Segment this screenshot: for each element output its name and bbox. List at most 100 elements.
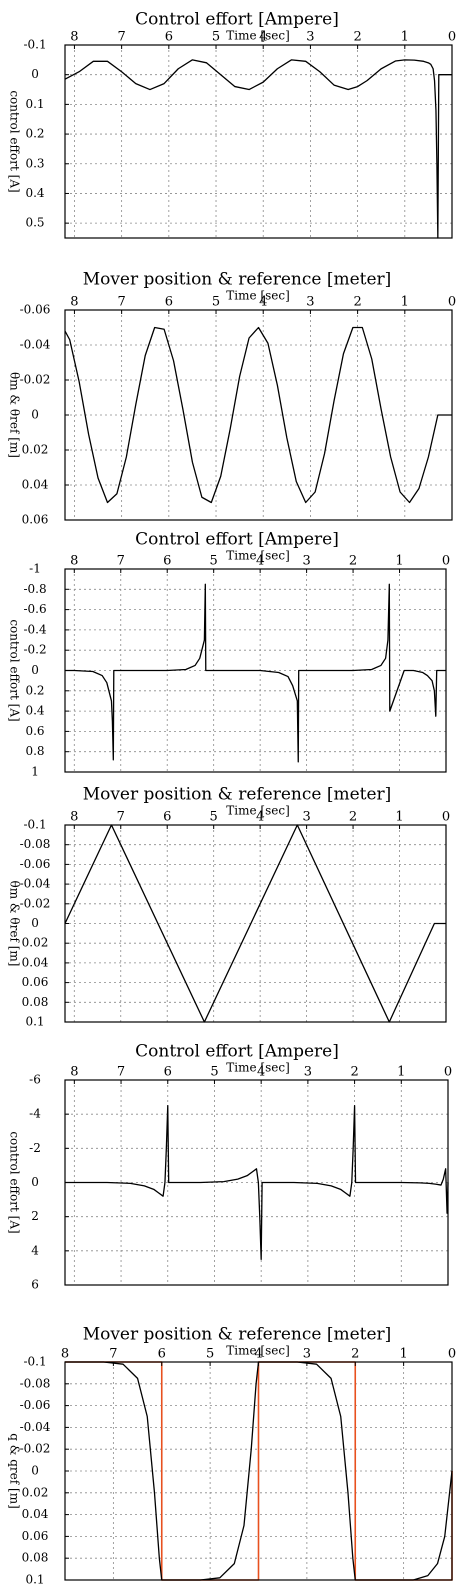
chart-title: Mover position & reference [meter] <box>83 270 392 290</box>
y-tick-label: -0.1 <box>23 38 46 52</box>
y-tick-label: 0.02 <box>22 443 49 457</box>
y-tick-label: -0.04 <box>20 1420 51 1434</box>
x-tick-label: 6 <box>164 1065 172 1080</box>
x-axis-label: Time [sec] <box>226 289 289 303</box>
chart-title: Mover position & reference [meter] <box>83 785 392 805</box>
panel-position-1: 0 1 2 3 4 5 6 7 8 -0.06 -0.04 -0.02 0 0.02 0.04 0.06 Mov… <box>8 270 457 527</box>
y-tick-label: -1 <box>29 562 41 576</box>
series-line-0 <box>65 1104 449 1261</box>
y-tick-label: -6 <box>29 1073 41 1087</box>
y-tick-label: 0.08 <box>22 1551 49 1565</box>
y-tick-label: -0.2 <box>23 643 46 657</box>
y-tick-label: 0.3 <box>25 156 44 170</box>
y-tick-label: -0.02 <box>20 373 51 387</box>
y-tick-label: -0.8 <box>23 582 46 596</box>
y-tick-label: 0.02 <box>22 1485 49 1499</box>
x-tick-label: 4 <box>259 30 267 45</box>
x-tick-label: 0 <box>448 295 456 310</box>
x-axis-label: Time [sec] <box>226 1344 289 1358</box>
y-tick-label: 0 <box>31 1175 39 1189</box>
x-tick-label: 8 <box>70 554 78 569</box>
x-tick-label: 2 <box>349 554 357 569</box>
x-tick-label: 7 <box>117 810 125 825</box>
x-tick-label: 6 <box>163 554 171 569</box>
plot-frame <box>64 44 453 239</box>
x-tick-label: 2 <box>351 1347 359 1362</box>
x-tick-label: 4 <box>256 554 264 569</box>
grid <box>65 45 452 238</box>
panel-position-3: 0 1 2 3 4 5 6 7 8 -0.1 -0.08 -0.06 -0.04 -0.02 0 0.02 0.… <box>8 1325 457 1584</box>
panel-control-effort-3: 0 1 2 3 4 5 6 7 8 -6 -4 -2 0 2 4 6 Control effort [Amper… <box>8 1042 453 1292</box>
y-tick-label: 0.4 <box>25 704 44 718</box>
x-tick-label: 8 <box>61 1347 69 1362</box>
x-tick-label: 7 <box>117 554 125 569</box>
y-tick-label: 0.06 <box>22 975 49 989</box>
y-tick-label: 0.04 <box>22 478 49 492</box>
x-axis-label: Time [sec] <box>226 549 289 563</box>
y-tick-label: -0.08 <box>20 1376 51 1390</box>
x-tick-label: 2 <box>353 295 361 310</box>
x-tick-label: 1 <box>397 1065 405 1080</box>
x-tick-label: 8 <box>70 30 78 45</box>
y-axis-label: θm & θref [m] <box>8 372 22 458</box>
x-tick-label: 7 <box>109 1347 117 1362</box>
x-tick-label: 0 <box>444 1065 452 1080</box>
x-tick-label: 6 <box>158 1347 166 1362</box>
x-tick-label: 3 <box>302 554 310 569</box>
y-tick-label: -4 <box>29 1107 41 1121</box>
y-tick-label: 0.1 <box>25 1015 44 1029</box>
y-tick-label: -0.6 <box>23 602 46 616</box>
x-tick-label: 5 <box>210 810 218 825</box>
y-tick-label: 0.2 <box>25 127 44 141</box>
x-axis-label: Time [sec] <box>226 1061 289 1075</box>
x-tick-label: 8 <box>70 810 78 825</box>
y-tick-label: 0.2 <box>25 683 44 697</box>
x-tick-label: 5 <box>210 1065 218 1080</box>
y-tick-label: -0.02 <box>20 1442 51 1456</box>
x-tick-label: 1 <box>401 30 409 45</box>
x-axis-label: Time [sec] <box>226 29 289 43</box>
y-tick-label: 0.06 <box>22 513 49 527</box>
x-tick-label: 8 <box>70 1065 78 1080</box>
x-tick-label: 1 <box>401 295 409 310</box>
y-axis-label: θm & θref [m] <box>8 881 22 967</box>
x-tick-label: 1 <box>395 554 403 569</box>
y-axis-label: control effort [A] <box>8 619 22 721</box>
y-tick-label: 0.5 <box>25 216 44 230</box>
y-tick-label: -0.1 <box>23 1355 46 1369</box>
y-tick-label: -0.04 <box>20 338 51 352</box>
y-tick-label: 0 <box>31 408 39 422</box>
x-tick-label: 1 <box>395 810 403 825</box>
y-tick-label: -0.08 <box>20 837 51 851</box>
x-tick-label: 3 <box>306 30 314 45</box>
y-axis-label: q & qref [m] <box>8 1433 22 1509</box>
panel-control-effort-1: 0 1 2 3 4 5 6 7 8 -0.1 0 0.1 0.2 0.3 0.4 0.5 Control eff… <box>8 10 456 239</box>
x-tick-label: 7 <box>117 30 125 45</box>
x-tick-label: 5 <box>210 554 218 569</box>
y-tick-label: 0.8 <box>25 744 44 758</box>
x-tick-label: 7 <box>117 1065 125 1080</box>
x-tick-label: 4 <box>256 810 264 825</box>
x-tick-label: 3 <box>303 1347 311 1362</box>
y-tick-label: 2 <box>31 1209 39 1223</box>
y-axis-label: control effort [A] <box>8 90 22 192</box>
y-axis-label: control effort [A] <box>8 1131 22 1233</box>
x-tick-label: 7 <box>117 295 125 310</box>
x-tick-label: 0 <box>448 30 456 45</box>
x-axis-label: Time [sec] <box>226 804 289 818</box>
y-tick-label: 1 <box>31 765 39 779</box>
y-tick-label: 0 <box>31 663 39 677</box>
y-tick-label: 0.6 <box>25 724 44 738</box>
y-tick-label: 6 <box>31 1278 39 1292</box>
x-tick-label: 0 <box>442 810 450 825</box>
panel-position-2: 0 1 2 3 4 5 6 7 8 -0.1 -0.08 -0.06 -0.04 -0.02 0 0.02 0.… <box>8 785 451 1029</box>
y-tick-label: 0.06 <box>22 1529 49 1543</box>
x-tick-label: 6 <box>165 295 173 310</box>
x-tick-label: 0 <box>448 1347 456 1362</box>
x-tick-label: 4 <box>257 1065 265 1080</box>
grid <box>65 825 446 1022</box>
chart-title: Control effort [Ampere] <box>135 10 339 30</box>
x-tick-label: 4 <box>259 295 267 310</box>
chart-title: Control effort [Ampere] <box>135 530 339 550</box>
mirror-group: 0 1 2 3 4 5 6 7 8 -0.1 0 0.1 0.2 0.3 0.4 0.5 Control eff… <box>8 10 457 1584</box>
